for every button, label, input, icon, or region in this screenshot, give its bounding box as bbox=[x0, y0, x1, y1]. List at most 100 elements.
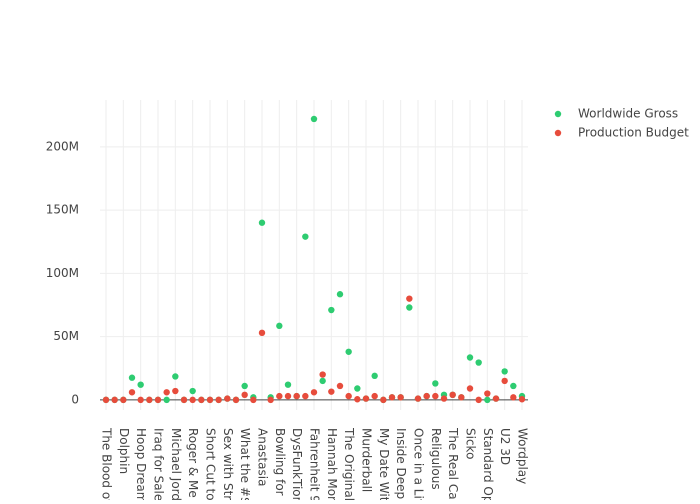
point bbox=[458, 394, 465, 401]
y-tick-label: 150M bbox=[46, 203, 79, 217]
point bbox=[111, 396, 118, 404]
point bbox=[172, 387, 179, 395]
point bbox=[276, 392, 283, 400]
point bbox=[180, 396, 188, 404]
point bbox=[406, 304, 413, 311]
point bbox=[258, 219, 266, 226]
x-tick-label: Hoop Dream bbox=[134, 428, 148, 500]
x-tick-label: Michael Jorda bbox=[169, 428, 183, 500]
x-tick-label: The Blood of bbox=[100, 427, 114, 500]
point bbox=[328, 388, 335, 395]
point bbox=[120, 396, 127, 404]
point bbox=[154, 396, 162, 404]
y-tick-label: 0 bbox=[71, 392, 79, 406]
point bbox=[310, 389, 318, 396]
x-tick-label: My Date With bbox=[377, 428, 391, 500]
x-tick-label: Religulous bbox=[429, 428, 443, 490]
point bbox=[267, 396, 274, 404]
point bbox=[276, 322, 283, 330]
x-tick-label: Sicko bbox=[464, 428, 478, 459]
point bbox=[319, 371, 326, 378]
point bbox=[432, 380, 439, 387]
point bbox=[362, 395, 370, 402]
point bbox=[380, 396, 387, 404]
x-tick-label: Murderball bbox=[360, 428, 374, 492]
point bbox=[354, 396, 361, 403]
point bbox=[328, 306, 335, 314]
legend-label: Production Budget bbox=[578, 126, 689, 140]
point bbox=[440, 395, 448, 402]
x-tick-label: Wordplay bbox=[516, 428, 530, 484]
point bbox=[258, 329, 266, 337]
x-tick-label: Standard Op bbox=[481, 428, 495, 500]
point bbox=[501, 368, 508, 375]
x-tick-label: What the #$*! bbox=[238, 428, 252, 500]
point bbox=[206, 396, 214, 404]
point bbox=[128, 389, 136, 396]
point bbox=[510, 382, 517, 390]
point bbox=[492, 395, 500, 402]
x-tick-label: Short Cut to N bbox=[204, 428, 218, 500]
point bbox=[302, 392, 309, 400]
point bbox=[172, 373, 179, 380]
point bbox=[102, 396, 110, 404]
legend-marker bbox=[554, 110, 562, 118]
point bbox=[449, 391, 456, 399]
legend-marker bbox=[554, 129, 562, 137]
point bbox=[284, 392, 292, 400]
x-tick-label: Hannah Mon bbox=[325, 428, 339, 500]
x-tick-label: The Real Can bbox=[446, 427, 460, 500]
point bbox=[475, 396, 482, 404]
point bbox=[484, 390, 491, 397]
point bbox=[406, 295, 413, 302]
point bbox=[224, 395, 231, 402]
point bbox=[518, 396, 526, 403]
point bbox=[432, 392, 439, 400]
point bbox=[345, 348, 352, 355]
point bbox=[189, 387, 196, 395]
point bbox=[475, 359, 482, 366]
point bbox=[371, 372, 378, 380]
x-tick-label: Bowling for C bbox=[273, 428, 287, 500]
point bbox=[466, 354, 474, 361]
point bbox=[501, 377, 508, 385]
y-tick-label: 100M bbox=[46, 266, 79, 280]
point bbox=[336, 291, 344, 298]
x-tick-label: Sex with Stra bbox=[221, 428, 235, 500]
x-tick-label: The Original K bbox=[342, 427, 356, 500]
legend-label: Worldwide Gross bbox=[578, 107, 678, 121]
point bbox=[354, 385, 361, 392]
point bbox=[128, 374, 136, 381]
point bbox=[198, 396, 205, 404]
point bbox=[163, 396, 170, 404]
x-tick-label: Iraq for Sale: bbox=[152, 428, 166, 500]
x-tick-label: Fahrenheit 9/ bbox=[308, 428, 322, 500]
point bbox=[284, 381, 292, 388]
point bbox=[189, 396, 196, 404]
y-tick-label: 200M bbox=[46, 139, 79, 153]
x-tick-label: DysFunkTion bbox=[290, 428, 304, 500]
point bbox=[336, 382, 344, 390]
point bbox=[137, 396, 144, 404]
point bbox=[484, 396, 491, 404]
point bbox=[215, 396, 222, 404]
point bbox=[388, 394, 396, 401]
x-tick-label: Roger & Me bbox=[186, 428, 200, 498]
point bbox=[146, 396, 153, 404]
point bbox=[250, 396, 257, 404]
point bbox=[423, 392, 430, 400]
x-tick-label: Dolphin bbox=[117, 428, 131, 474]
point bbox=[397, 394, 404, 401]
point bbox=[371, 392, 378, 400]
point bbox=[137, 381, 144, 388]
point bbox=[293, 392, 300, 400]
point bbox=[345, 392, 352, 400]
point bbox=[241, 382, 248, 390]
x-tick-label: Once in a Life bbox=[412, 428, 426, 500]
x-tick-label: U2 3D bbox=[498, 428, 512, 465]
point bbox=[163, 389, 170, 396]
x-tick-label: Inside Deep T bbox=[394, 428, 408, 500]
x-tick-label: Anastasia bbox=[256, 428, 270, 486]
point bbox=[466, 385, 474, 392]
